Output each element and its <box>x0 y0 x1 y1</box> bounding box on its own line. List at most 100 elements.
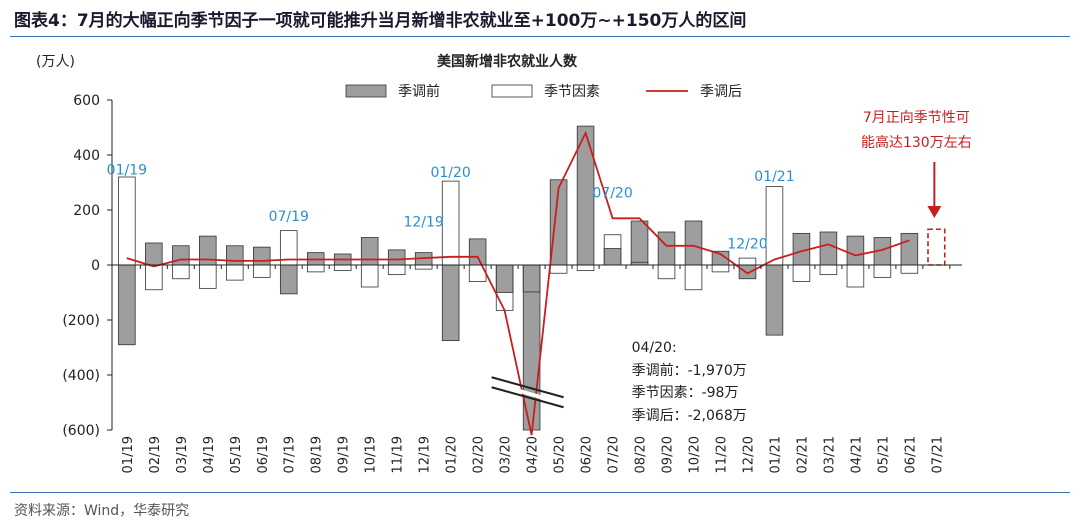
x-tick-label: 12/20 <box>741 436 756 473</box>
x-tick-label: 07/19 <box>283 436 298 473</box>
annotation-jul21-note: 7月正向季节性可 <box>863 110 970 126</box>
bar-seasonal-factor <box>846 264 865 288</box>
source-note: 资料来源：Wind，华泰研究 <box>14 503 190 519</box>
x-tick-label: 11/20 <box>714 436 729 473</box>
bar-seasonal-factor <box>252 264 271 278</box>
x-tick-label: 03/19 <box>175 436 190 473</box>
x-tick-label: 09/20 <box>661 436 676 473</box>
annotation-apr20-detail: 04/20: <box>632 340 677 356</box>
bar-seasonal-factor <box>684 264 703 291</box>
legend-label-adjusted: 季调后 <box>700 84 742 100</box>
bar-seasonal-unadjusted <box>603 248 622 266</box>
x-tick-label: 04/21 <box>849 436 864 473</box>
annotation-date-label: 12/20 <box>727 237 767 253</box>
bar-seasonal-unadjusted <box>360 237 379 266</box>
x-tick-label: 02/20 <box>472 436 487 473</box>
bar-seasonal-factor <box>360 264 379 288</box>
annotation-jul21-note: 能高达130万左右 <box>861 134 972 151</box>
bar-seasonal-factor <box>118 176 136 266</box>
bar-seasonal-unadjusted <box>468 238 487 266</box>
x-tick-label: 06/19 <box>256 436 271 473</box>
bar-seasonal-unadjusted <box>441 264 460 342</box>
legend-swatch-seasonal <box>491 84 533 98</box>
x-tick-label: 06/20 <box>580 436 595 473</box>
bar-seasonal-factor <box>306 264 325 273</box>
x-tick-label: 10/19 <box>364 436 379 473</box>
bar-seasonal-factor <box>172 264 190 280</box>
page-title: 图表4：7月的大幅正向季节因子一项就可能推升当月新增非农就业至+100万~+15… <box>14 11 747 31</box>
x-tick-label: 04/19 <box>202 436 217 473</box>
chart-title: 美国新增非农就业人数 <box>437 53 578 70</box>
y-tick-label: (600) <box>62 423 100 439</box>
bar-seasonal-unadjusted <box>684 220 703 266</box>
legend-label-seasonal: 季节因素 <box>544 84 600 100</box>
bar-seasonal-factor <box>333 264 352 271</box>
y-tick-label: 400 <box>73 148 100 164</box>
x-tick-label: 07/20 <box>607 436 622 473</box>
bar-seasonal-factor <box>441 180 460 266</box>
bar-seasonal-factor <box>414 264 433 270</box>
x-tick-label: 11/19 <box>391 436 406 473</box>
axis-break-mark <box>491 386 564 409</box>
x-tick-label: 07/21 <box>930 436 945 473</box>
bar-seasonal-unadjusted <box>630 220 649 266</box>
annotation-date-label: 07/20 <box>592 186 632 202</box>
x-tick-label: 05/21 <box>876 436 891 473</box>
x-tick-label: 01/20 <box>445 436 460 473</box>
bar-seasonal-factor <box>387 264 406 276</box>
annotation-date-label: 01/21 <box>754 169 794 185</box>
annotation-apr20-detail: 季调后：-2,068万 <box>632 408 747 424</box>
annotation-date-label: 01/19 <box>107 162 147 178</box>
bar-seasonal-unadjusted <box>279 264 298 295</box>
x-tick-label: 09/19 <box>337 436 352 473</box>
x-tick-label: 03/20 <box>499 436 514 473</box>
bar-seasonal-factor <box>819 264 838 276</box>
x-tick-label: 01/21 <box>768 436 783 473</box>
bar-seasonal-unadjusted <box>145 242 163 266</box>
bar-seasonal-factor <box>657 264 676 280</box>
legend-label-unadjusted: 季调前 <box>398 83 440 100</box>
title-divider <box>10 36 1070 37</box>
annotation-date-label: 12/19 <box>403 215 443 231</box>
axis-break-mark <box>491 376 564 399</box>
bar-seasonal-unadjusted <box>846 235 865 266</box>
annotation-date-label: 01/20 <box>430 165 470 181</box>
x-tick-label: 04/20 <box>526 436 541 473</box>
bar-seasonal-factor <box>226 264 244 281</box>
y-tick-label: 200 <box>73 203 100 219</box>
x-tick-label: 06/21 <box>903 436 918 473</box>
bar-seasonal-factor <box>199 264 217 289</box>
x-tick-label: 10/20 <box>688 436 703 473</box>
bar-seasonal-unadjusted <box>900 232 919 266</box>
x-tick-label: 03/21 <box>822 436 837 473</box>
annotation-apr20-detail: 季调前：-1,970万 <box>632 362 747 379</box>
bar-seasonal-factor <box>792 264 811 282</box>
bar-seasonal-unadjusted <box>252 246 271 266</box>
x-tick-label: 05/19 <box>229 436 244 473</box>
bar-seasonal-unadjusted <box>765 264 784 336</box>
x-tick-label: 08/19 <box>310 436 325 473</box>
y-tick-label: (400) <box>62 368 100 384</box>
bar-seasonal-factor <box>738 257 757 266</box>
bar-seasonal-factor <box>549 264 568 274</box>
bar-seasonal-unadjusted <box>226 245 244 266</box>
y-tick-label: (200) <box>62 313 100 329</box>
x-tick-label: 01/19 <box>121 436 136 473</box>
annotation-apr20-detail: 季节因素：-98万 <box>632 385 739 401</box>
x-tick-label: 05/20 <box>553 436 568 473</box>
bar-seasonal-factor <box>145 264 163 291</box>
y-axis-label: (万人) <box>36 54 75 70</box>
x-tick-label: 02/19 <box>148 436 163 473</box>
x-tick-label: 12/19 <box>418 436 433 473</box>
annotation-arrow-head <box>927 206 942 218</box>
bar-seasonal-unadjusted <box>495 264 514 293</box>
bar-seasonal-unadjusted <box>118 264 136 346</box>
bar-seasonal-unadjusted <box>738 264 757 280</box>
y-tick-label: 0 <box>91 258 100 274</box>
bar-seasonal-factor <box>576 264 595 271</box>
bar-seasonal-factor <box>765 186 784 266</box>
x-tick-label: 08/20 <box>634 436 649 473</box>
y-tick-label: 600 <box>73 93 100 109</box>
bar-seasonal-factor <box>711 264 730 273</box>
bar-seasonal-unadjusted <box>387 249 406 266</box>
